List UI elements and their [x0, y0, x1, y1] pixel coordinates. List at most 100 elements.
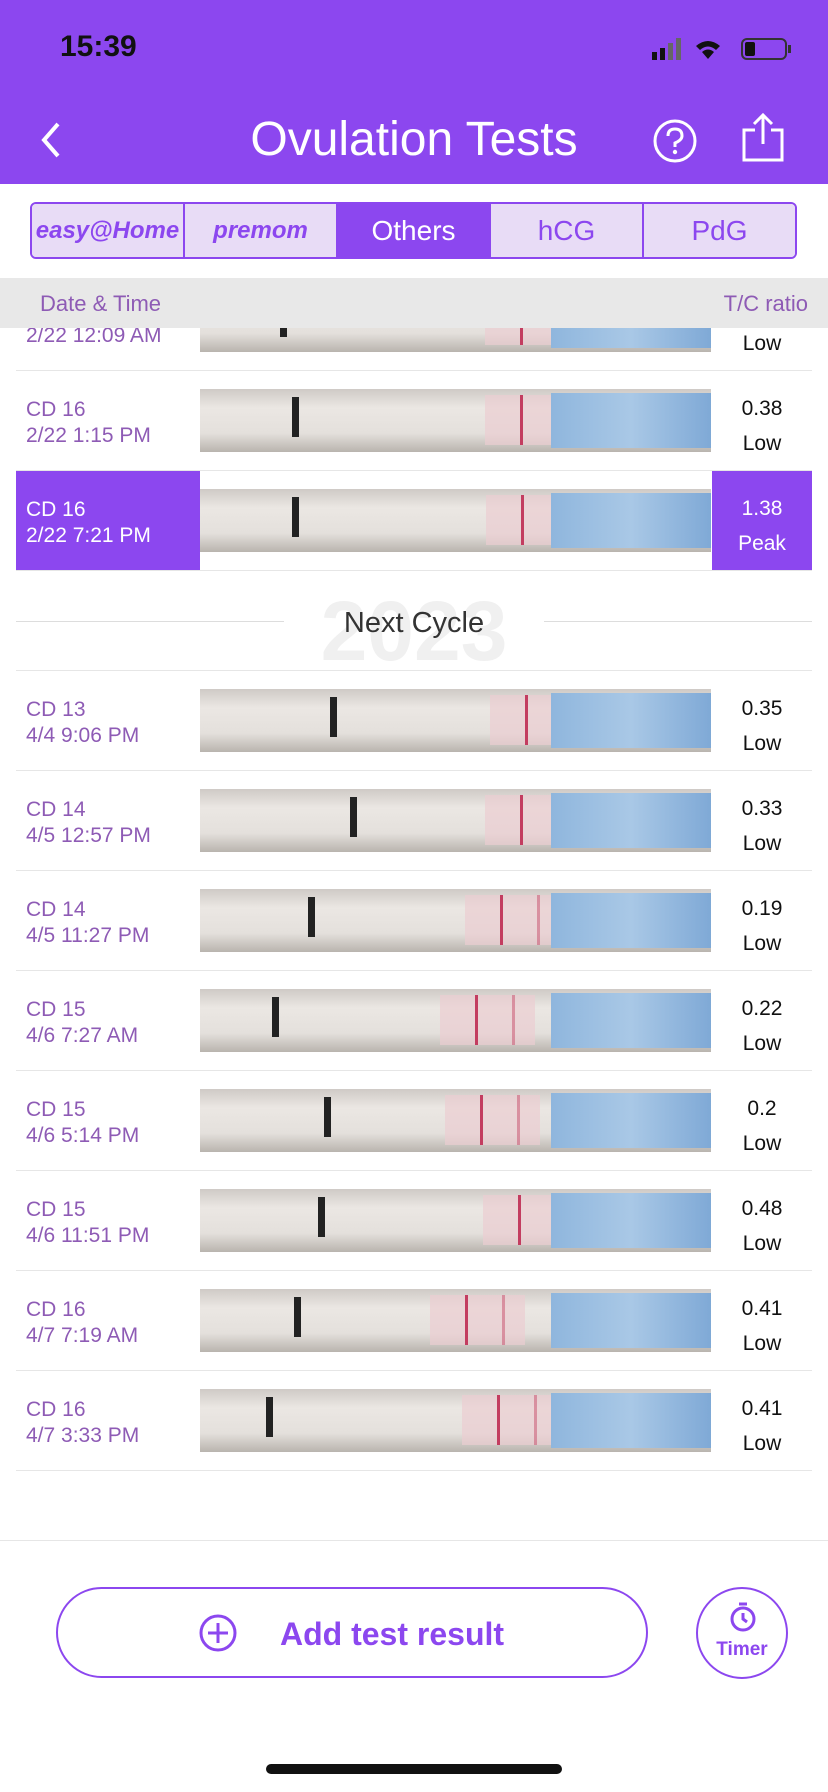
timer-label: Timer	[716, 1639, 768, 1660]
ratio: 0.2	[747, 1097, 777, 1120]
tab[interactable]: premom	[185, 204, 338, 257]
level: Low	[742, 1032, 782, 1055]
divider-rule	[16, 621, 284, 622]
test-row[interactable]: CD 16 4/7 7:19 AM 0.41 Low	[16, 1271, 812, 1371]
date-cell: CD 16 2/22 1:15 PM	[16, 371, 200, 470]
control-line	[525, 695, 528, 745]
ratio-cell: Low	[712, 328, 812, 370]
test-strip-image	[200, 689, 711, 752]
level: Low	[742, 432, 782, 455]
strip-handle	[551, 893, 711, 948]
date-cell: CD 13 4/4 9:06 PM	[16, 671, 200, 770]
test-row[interactable]: CD 16 4/7 3:33 PM 0.41 Low	[16, 1371, 812, 1471]
ratio: 0.19	[741, 897, 783, 920]
strip-handle	[551, 1293, 711, 1348]
date-cell: 2/22 12:09 AM	[16, 328, 200, 370]
ratio-cell: 0.33 Low	[712, 771, 812, 870]
test-row[interactable]: CD 15 4/6 11:51 PM 0.48 Low	[16, 1171, 812, 1271]
test-row[interactable]: CD 16 2/22 7:21 PM 1.38 Peak	[16, 471, 812, 571]
test-row[interactable]: CD 14 4/5 11:27 PM 0.19 Low	[16, 871, 812, 971]
date-time: 4/6 5:14 PM	[26, 1124, 140, 1147]
control-line	[520, 795, 523, 845]
share-button[interactable]	[740, 112, 786, 164]
add-button[interactable]: Add test result	[56, 1587, 648, 1678]
tab[interactable]: PdG	[644, 204, 795, 257]
strip-bar	[280, 328, 287, 337]
cycle-day: CD 15	[26, 1098, 86, 1121]
date-time: 2/22 12:09 AM	[26, 328, 162, 347]
ratio: 0.38	[741, 397, 783, 420]
date-cell: CD 16 2/22 7:21 PM	[16, 471, 200, 570]
strip-handle	[551, 328, 711, 348]
divider-label: Next Cycle	[343, 607, 485, 639]
test-row[interactable]: 2/22 12:09 AM Low	[16, 328, 812, 371]
strip-pad	[440, 995, 535, 1045]
ratio-cell: 0.48 Low	[712, 1171, 812, 1270]
home-indicator	[266, 1764, 562, 1774]
date-time: 4/6 11:51 PM	[26, 1224, 150, 1247]
test-line	[512, 995, 515, 1045]
test-row[interactable]: CD 14 4/5 12:57 PM 0.33 Low	[16, 771, 812, 871]
timer-button[interactable]: Timer	[696, 1587, 788, 1679]
date-cell: CD 16 4/7 3:33 PM	[16, 1371, 200, 1470]
date-time: 4/7 7:19 AM	[26, 1324, 139, 1347]
control-line	[465, 1295, 468, 1345]
ratio: 1.38	[741, 497, 783, 520]
cycle-day: CD 16	[26, 1398, 86, 1421]
divider-rule	[544, 621, 812, 622]
test-strip-image	[200, 389, 711, 452]
date-time: 4/5 11:27 PM	[26, 924, 150, 947]
cycle-day: CD 15	[26, 998, 86, 1021]
date-cell: CD 16 4/7 7:19 AM	[16, 1271, 200, 1370]
strip-bar	[272, 997, 279, 1037]
date-time: 2/22 7:21 PM	[26, 524, 151, 547]
date-time: 4/6 7:27 AM	[26, 1024, 139, 1047]
cycle-day: CD 16	[26, 498, 86, 521]
strip-handle	[551, 493, 711, 548]
level: Low	[742, 1332, 782, 1355]
level: Low	[742, 932, 782, 955]
level: Peak	[738, 532, 786, 555]
strip-bar	[324, 1097, 331, 1137]
date-time: 4/7 3:33 PM	[26, 1424, 140, 1447]
column-header: Date & Time T/C ratio	[0, 278, 828, 328]
strip-pad	[462, 1395, 557, 1445]
test-line	[517, 1095, 520, 1145]
help-button[interactable]	[652, 118, 698, 164]
date-cell: CD 15 4/6 11:51 PM	[16, 1171, 200, 1270]
test-row[interactable]: CD 13 4/4 9:06 PM 0.35 Low	[16, 671, 812, 771]
cycle-day: CD 15	[26, 1198, 86, 1221]
ratio-cell: 0.22 Low	[712, 971, 812, 1070]
test-strip-image	[200, 1189, 711, 1252]
control-line	[475, 995, 478, 1045]
level: Low	[742, 1432, 782, 1455]
strip-handle	[551, 993, 711, 1048]
strip-handle	[551, 1093, 711, 1148]
ratio: 0.35	[741, 697, 783, 720]
ratio-cell: 0.41 Low	[712, 1271, 812, 1370]
ratio: 0.41	[741, 1397, 783, 1420]
tab[interactable]: easy@Home	[32, 204, 185, 257]
control-line	[500, 895, 503, 945]
timer-icon	[730, 1602, 756, 1632]
date-cell: CD 14 4/5 12:57 PM	[16, 771, 200, 870]
strip-pad	[430, 1295, 525, 1345]
add-button-label: Add test result	[280, 1616, 505, 1652]
test-row[interactable]: CD 15 4/6 5:14 PM 0.2 Low	[16, 1071, 812, 1171]
test-row[interactable]: CD 15 4/6 7:27 AM 0.22 Low	[16, 971, 812, 1071]
control-line	[518, 1195, 521, 1245]
back-button[interactable]	[36, 120, 66, 160]
strip-handle	[551, 793, 711, 848]
strip-bar	[350, 797, 357, 837]
test-strip-image	[200, 789, 711, 852]
cycle-day: CD 14	[26, 898, 86, 921]
level: Low	[742, 1132, 782, 1155]
tab[interactable]: Others	[338, 204, 491, 257]
tab[interactable]: hCG	[491, 204, 644, 257]
test-row[interactable]: CD 16 2/22 1:15 PM 0.38 Low	[16, 371, 812, 471]
strip-bar	[308, 897, 315, 937]
level: Low	[742, 732, 782, 755]
ratio: 0.22	[741, 997, 783, 1020]
test-strip-image	[200, 489, 711, 552]
